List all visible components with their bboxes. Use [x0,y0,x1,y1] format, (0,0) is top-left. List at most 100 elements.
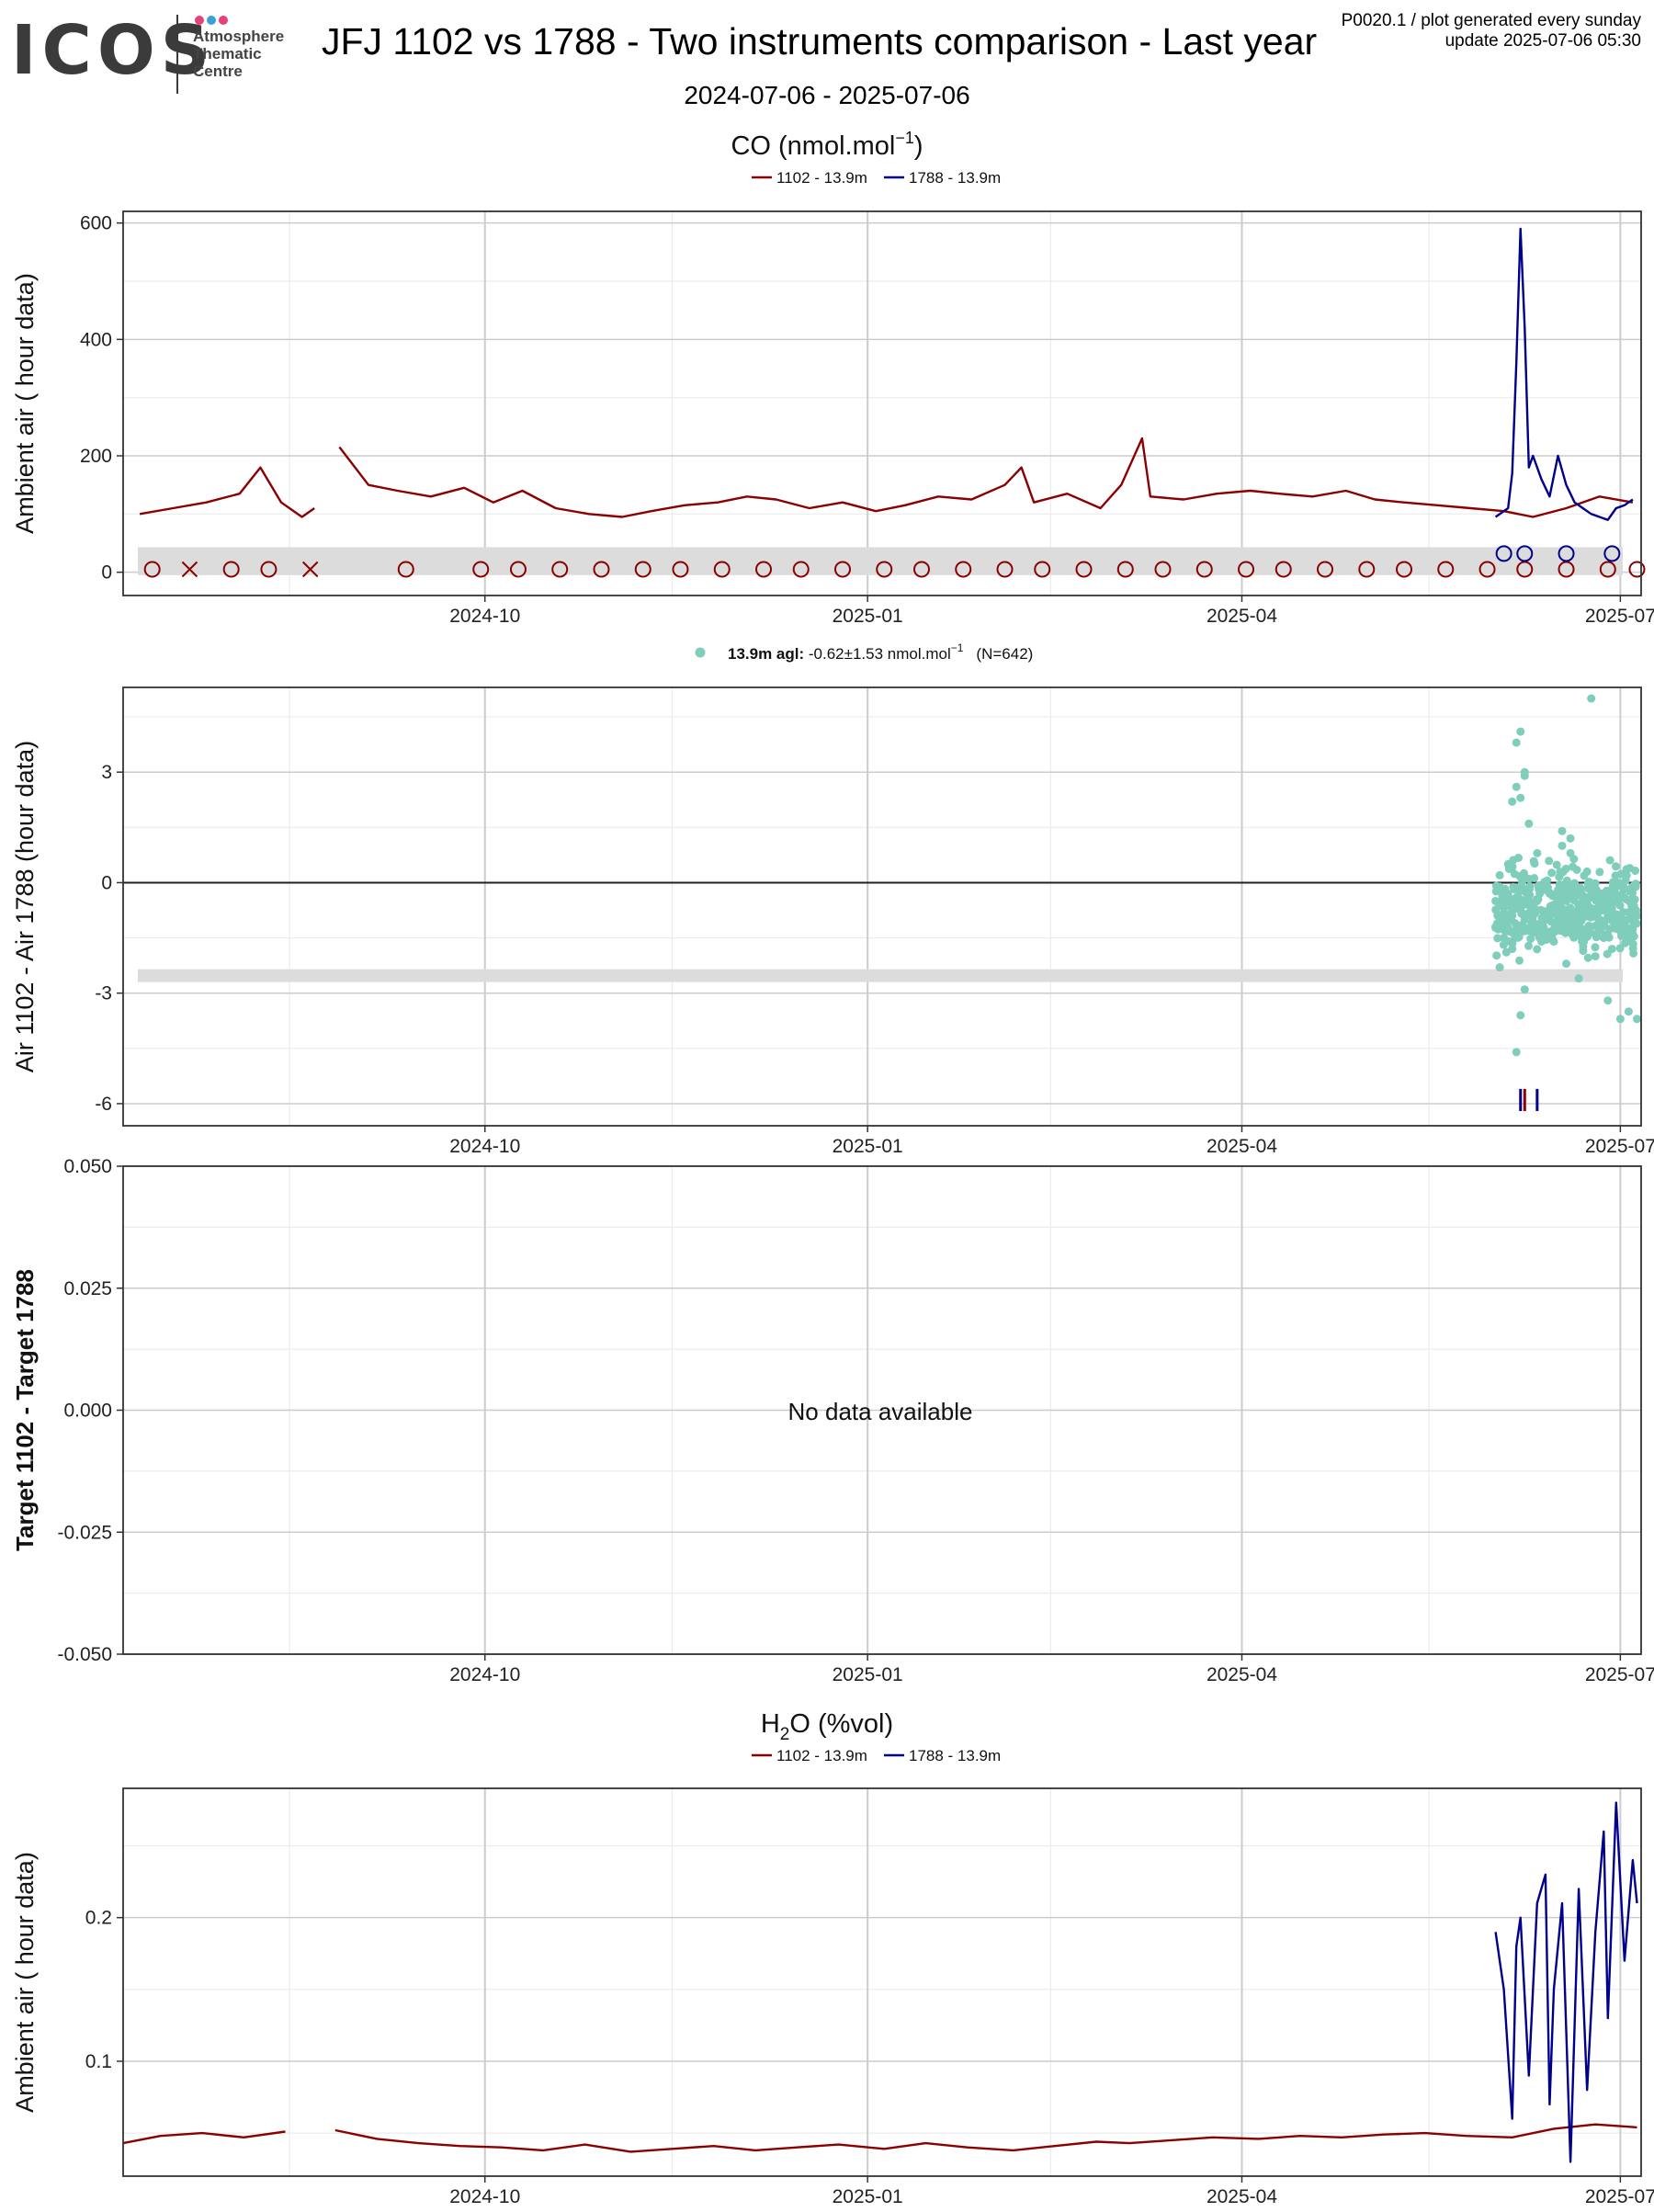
difference-point [1562,896,1571,905]
title-part: H [761,1709,780,1739]
date-range: 2024-07-06 - 2025-07-06 [684,81,970,109]
marker-circle [1558,545,1575,562]
marker-circle [876,561,893,578]
difference-point [1562,959,1571,969]
difference-point [1614,879,1623,888]
marker-circle [1034,561,1051,578]
difference-point [1626,864,1634,873]
y-tick-label: -0.025 [57,1522,112,1543]
marker-circle [634,561,651,578]
panel-co_timeseries: 0 200 400 600 2024-10 2025-01 2025-04 2025-07 Am… [11,129,1654,627]
difference-point [1603,996,1613,1005]
difference-point [1492,951,1501,960]
difference-point [1566,834,1575,843]
legend-point-swatch [695,647,706,658]
y-axis-label: Air 1102 - Air 1788 (hour data) [11,741,39,1072]
difference-point [1536,885,1546,894]
difference-point [1603,912,1613,921]
marker-circle [955,561,972,578]
marker-circle [593,561,610,578]
difference-point [1631,879,1640,889]
panel-co_difference: -6 -3 0 3 2024-10 2025-01 2025-04 2025-07 Air 11… [11,641,1654,1157]
logo-divider [176,15,178,94]
difference-point [1491,896,1501,905]
difference-point [1533,945,1542,954]
marker-circle [1238,561,1255,578]
x-tick-label: 2025-01 [833,1664,903,1685]
difference-point [1615,912,1625,921]
difference-point [1632,912,1641,921]
difference-point [1612,862,1620,871]
difference-point [1524,900,1534,909]
difference-point [1612,923,1621,932]
difference-point [1549,937,1558,947]
marker-circle [1516,561,1534,578]
difference-point [1587,923,1596,932]
y-tick-label: 0.1 [85,2051,112,2072]
series-line-1102 [122,2123,1637,2153]
plot-background [123,211,1641,596]
difference-point [1574,919,1583,928]
panel-target_difference: -0.050 -0.025 0.000 0.025 0.050 2024-10 2025-0… [11,1156,1654,1685]
difference-point [1545,856,1554,866]
update-info: P0020.1 / plot generated every sunday up… [1342,11,1641,51]
difference-point [1504,924,1512,933]
x-tick-label: 2025-04 [1207,2186,1277,2207]
marker-circle [1195,561,1213,578]
marker-circle [1358,561,1376,578]
difference-point [1528,912,1537,921]
difference-point [1516,727,1525,736]
difference-point [1632,919,1641,928]
marker-circle [222,561,240,578]
legend-count: (N=642) [976,645,1033,663]
difference-point [1524,819,1534,828]
difference-point [1628,930,1637,939]
marker-cross [181,561,198,578]
difference-point [1553,915,1562,925]
difference-point [1510,885,1519,894]
difference-point [1591,943,1600,952]
x-tick-label: 2025-07 [1585,1136,1654,1157]
marker-circle [792,561,810,578]
marker-circle [1317,561,1334,578]
difference-point [1621,876,1630,885]
y-axis-label: Ambient air ( hour data) [11,273,39,534]
x-tick-label: 2025-07 [1585,1664,1654,1685]
difference-point [1508,945,1517,954]
difference-point [1500,934,1509,943]
panel-h2o_timeseries: 0.1 0.2 2024-10 2025-01 2025-04 2025-07 Ambien… [11,1709,1654,2207]
difference-point [1612,896,1621,905]
marker-circle [1603,545,1621,562]
legend-label-1: 1788 - 13.9m [909,1747,1001,1764]
difference-point [1570,908,1580,917]
x-tick-label: 2024-10 [449,1664,520,1685]
difference-point [1607,904,1616,913]
x-tick-label: 2025-04 [1207,1664,1277,1685]
plot-border [122,1165,1642,1655]
y-axis-label: Target 1102 - Target 1788 [11,1269,39,1551]
difference-point [1541,934,1550,943]
difference-point [1549,900,1558,909]
difference-point [1579,930,1588,939]
marker-circle [260,561,278,578]
page-title: JFJ 1102 vs 1788 - Two instruments compa… [322,20,1318,62]
difference-point [1558,904,1567,913]
difference-point [1528,926,1537,936]
difference-point [1620,892,1629,902]
difference-point [1525,890,1535,900]
y-tick-label: 0.2 [85,1908,112,1929]
difference-point [1512,782,1521,791]
plot-border [122,1787,1642,2177]
difference-point [1533,848,1542,857]
difference-point [1628,900,1637,909]
legend-label-0: 1102 - 13.9m [776,1747,867,1764]
difference-point [1620,883,1628,892]
difference-point [1550,927,1559,936]
marker-circle [1154,561,1172,578]
difference-point [1520,771,1529,780]
difference-point [1516,793,1525,802]
marker-circle [912,561,930,578]
legend-label-0: 1102 - 13.9m [776,169,867,187]
x-tick-label: 2024-10 [449,2186,520,2207]
